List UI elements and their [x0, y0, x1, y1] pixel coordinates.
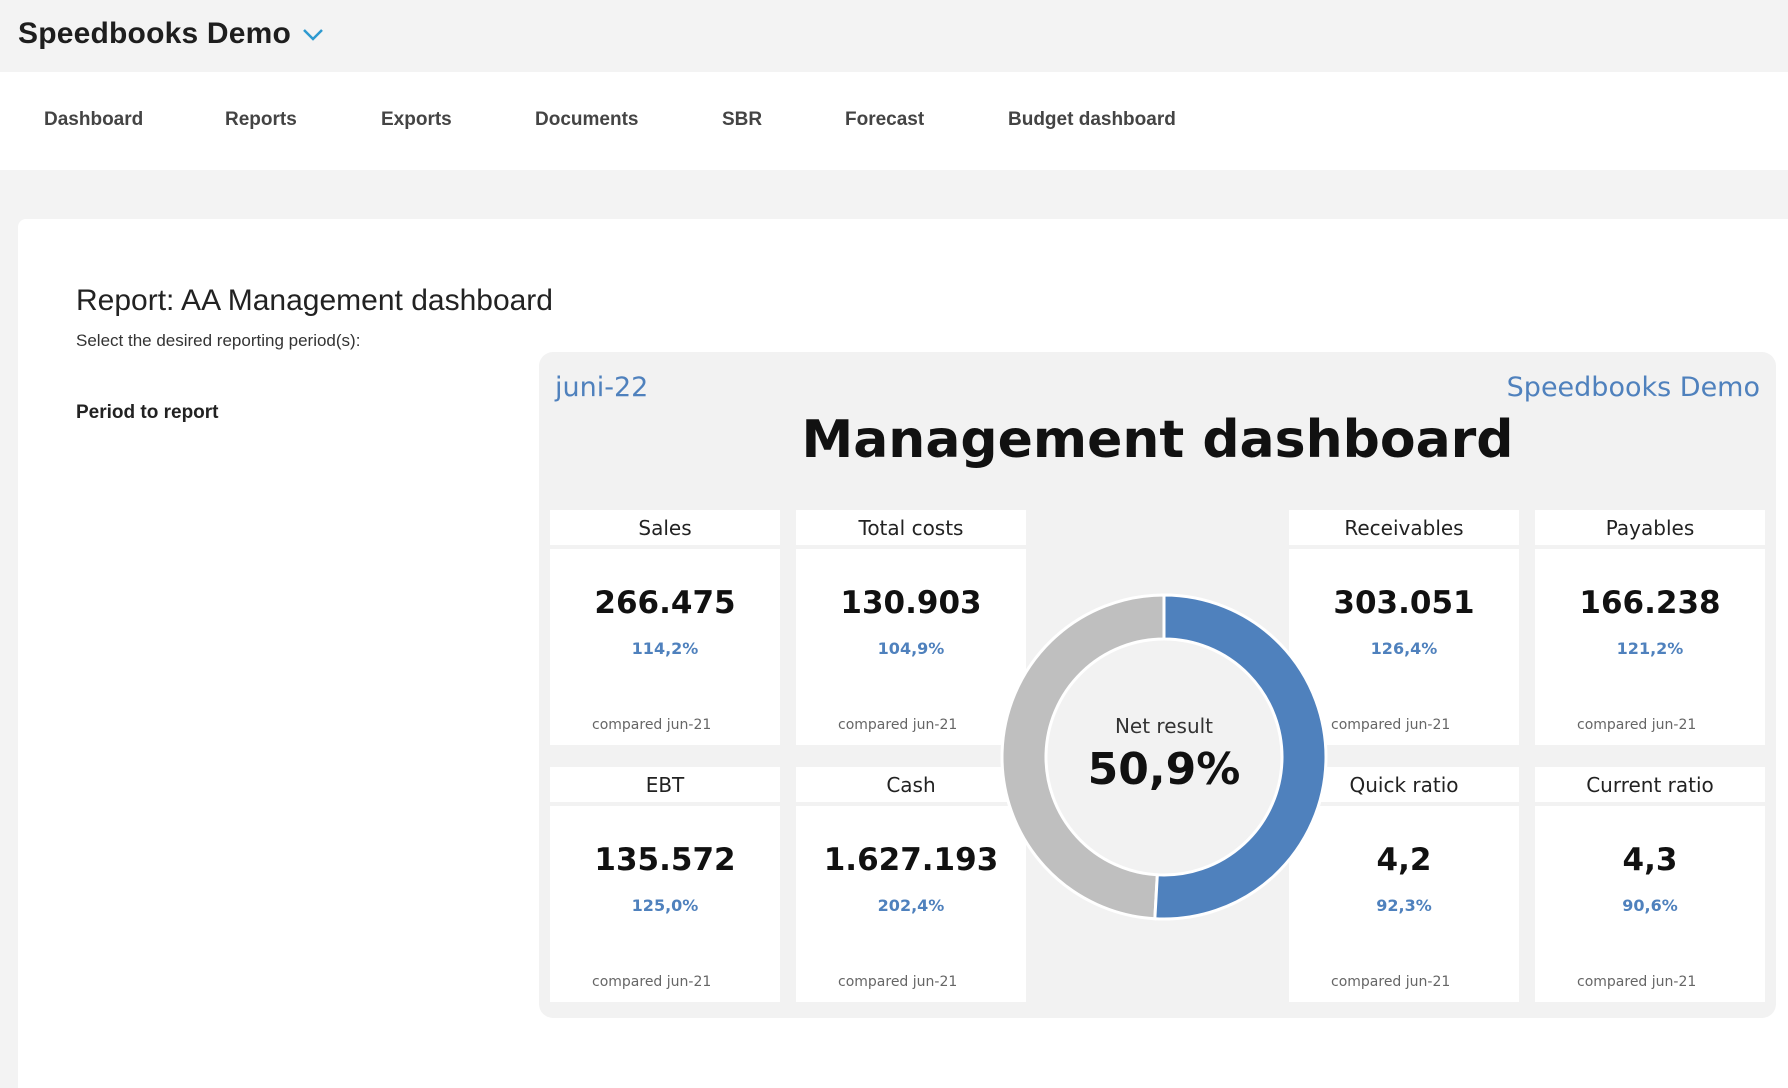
kpi-label: Quick ratio	[1289, 767, 1519, 802]
kpi-card-receivables: Receivables 303.051 126,4% compared jun-…	[1289, 510, 1519, 745]
kpi-card-ebt: EBT 135.572 125,0% compared jun-21	[550, 767, 780, 1002]
net-result-label: Net result	[1114, 714, 1214, 738]
kpi-body: 166.238 121,2% compared jun-21	[1535, 549, 1765, 745]
kpi-card-payables: Payables 166.238 121,2% compared jun-21	[1535, 510, 1765, 745]
kpi-card-sales: Sales 266.475 114,2% compared jun-21	[550, 510, 780, 745]
kpi-percentage: 90,6%	[1622, 896, 1678, 915]
kpi-label: Sales	[550, 510, 780, 545]
kpi-card-quick-ratio: Quick ratio 4,2 92,3% compared jun-21	[1289, 767, 1519, 1002]
dashboard-title: Management dashboard	[801, 410, 1514, 470]
top-header: Speedbooks Demo	[0, 0, 1788, 72]
nav-item-budget-dashboard[interactable]: Budget dashboard	[1008, 109, 1176, 130]
main-nav: Dashboard Reports Exports Documents SBR …	[0, 72, 1788, 170]
kpi-compared-note: compared jun-21	[592, 974, 712, 990]
kpi-body: 130.903 104,9% compared jun-21	[796, 549, 1026, 745]
kpi-value: 266.475	[594, 585, 736, 621]
kpi-body: 4,2 92,3% compared jun-21	[1289, 806, 1519, 1002]
kpi-body: 303.051 126,4% compared jun-21	[1289, 549, 1519, 745]
kpi-body: 135.572 125,0% compared jun-21	[550, 806, 780, 1002]
dashboard-period: juni-22	[555, 372, 649, 403]
kpi-card-total-costs: Total costs 130.903 104,9% compared jun-…	[796, 510, 1026, 745]
net-result-value: 50,9%	[1087, 744, 1241, 795]
kpi-value: 1.627.193	[823, 842, 999, 878]
report-subtitle: Select the desired reporting period(s):	[76, 331, 361, 350]
kpi-percentage: 114,2%	[631, 639, 699, 658]
kpi-label: Total costs	[796, 510, 1026, 545]
period-to-report-label: Period to report	[76, 402, 219, 423]
report-title: Report: AA Management dashboard	[76, 284, 553, 317]
nav-item-sbr[interactable]: SBR	[722, 109, 763, 130]
chevron-down-icon[interactable]	[300, 22, 326, 48]
kpi-percentage: 121,2%	[1616, 639, 1684, 658]
kpi-compared-note: compared jun-21	[1577, 717, 1697, 733]
kpi-body: 1.627.193 202,4% compared jun-21	[796, 806, 1026, 1002]
kpi-value: 130.903	[840, 585, 982, 621]
kpi-value: 135.572	[594, 842, 736, 878]
nav-item-exports[interactable]: Exports	[381, 109, 452, 130]
kpi-percentage: 125,0%	[631, 896, 699, 915]
dashboard-company: Speedbooks Demo	[1506, 372, 1760, 403]
kpi-compared-note: compared jun-21	[838, 974, 958, 990]
kpi-compared-note: compared jun-21	[838, 717, 958, 733]
company-name[interactable]: Speedbooks Demo	[18, 17, 292, 50]
kpi-percentage: 126,4%	[1370, 639, 1438, 658]
kpi-label: Cash	[796, 767, 1026, 802]
kpi-label: EBT	[550, 767, 780, 802]
net-result-donut	[1000, 593, 1328, 921]
kpi-value: 303.051	[1333, 585, 1475, 621]
kpi-compared-note: compared jun-21	[592, 717, 712, 733]
kpi-compared-note: compared jun-21	[1331, 717, 1451, 733]
kpi-body: 266.475 114,2% compared jun-21	[550, 549, 780, 745]
nav-item-dashboard[interactable]: Dashboard	[44, 109, 144, 130]
kpi-label: Payables	[1535, 510, 1765, 545]
kpi-value: 166.238	[1579, 585, 1721, 621]
donut-remainder-segment	[1000, 593, 1166, 921]
kpi-label: Current ratio	[1535, 767, 1765, 802]
kpi-body: 4,3 90,6% compared jun-21	[1535, 806, 1765, 1002]
kpi-label: Receivables	[1289, 510, 1519, 545]
kpi-percentage: 92,3%	[1376, 896, 1432, 915]
kpi-percentage: 202,4%	[877, 896, 945, 915]
kpi-percentage: 104,9%	[877, 639, 945, 658]
kpi-card-cash: Cash 1.627.193 202,4% compared jun-21	[796, 767, 1026, 1002]
kpi-compared-note: compared jun-21	[1577, 974, 1697, 990]
donut-net-result-segment	[1153, 593, 1328, 921]
nav-item-forecast[interactable]: Forecast	[845, 109, 925, 130]
kpi-compared-note: compared jun-21	[1331, 974, 1451, 990]
kpi-card-current-ratio: Current ratio 4,3 90,6% compared jun-21	[1535, 767, 1765, 1002]
kpi-value: 4,2	[1376, 842, 1432, 878]
kpi-value: 4,3	[1622, 842, 1678, 878]
management-dashboard: juni-22 Speedbooks Demo Management dashb…	[539, 352, 1776, 1018]
nav-item-documents[interactable]: Documents	[535, 109, 639, 130]
nav-item-reports[interactable]: Reports	[225, 109, 297, 130]
